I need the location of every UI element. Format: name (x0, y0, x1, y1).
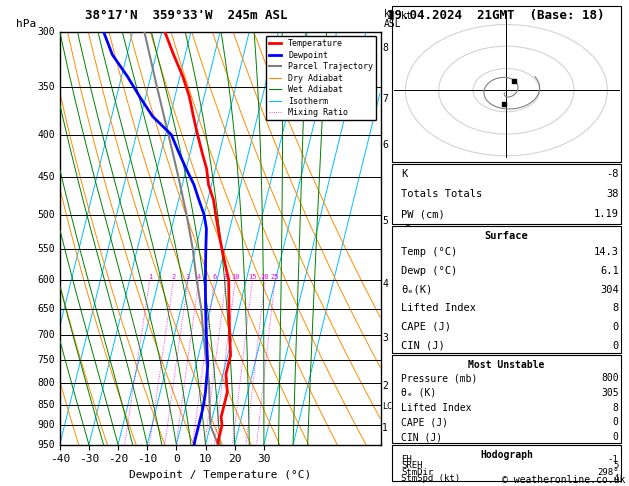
Text: 38°17'N  359°33'W  245m ASL: 38°17'N 359°33'W 245m ASL (85, 9, 287, 22)
Text: 19.04.2024  21GMT  (Base: 18): 19.04.2024 21GMT (Base: 18) (387, 9, 604, 22)
Text: Surface: Surface (484, 231, 528, 241)
Text: EH: EH (401, 455, 412, 464)
Text: 8: 8 (382, 43, 388, 53)
Text: 38: 38 (606, 189, 619, 199)
Legend: Temperature, Dewpoint, Parcel Trajectory, Dry Adiabat, Wet Adiabat, Isotherm, Mi: Temperature, Dewpoint, Parcel Trajectory… (265, 36, 376, 121)
Text: 500: 500 (37, 209, 55, 220)
Text: 7: 7 (382, 94, 388, 104)
Text: 750: 750 (37, 355, 55, 365)
Text: 1.19: 1.19 (594, 209, 619, 219)
Text: 600: 600 (37, 275, 55, 285)
Text: 3: 3 (382, 333, 388, 343)
Text: 850: 850 (37, 400, 55, 410)
Bar (392, 226, 621, 352)
Text: -8: -8 (606, 169, 619, 179)
Text: 0: 0 (613, 417, 619, 427)
Text: 300: 300 (37, 27, 55, 36)
Text: CAPE (J): CAPE (J) (401, 322, 451, 332)
Text: 2: 2 (171, 274, 175, 280)
Text: km
ASL: km ASL (384, 9, 401, 29)
Text: θₑ(K): θₑ(K) (401, 285, 432, 295)
Text: Totals Totals: Totals Totals (401, 189, 482, 199)
Text: 25: 25 (271, 274, 279, 280)
Text: SREH: SREH (401, 461, 423, 470)
Text: 1: 1 (148, 274, 152, 280)
Text: -1: -1 (608, 455, 619, 464)
Text: 700: 700 (37, 330, 55, 340)
Text: Pressure (mb): Pressure (mb) (401, 373, 477, 383)
Text: 800: 800 (37, 378, 55, 388)
Text: 950: 950 (37, 440, 55, 450)
Text: 6: 6 (213, 274, 216, 280)
Text: Lifted Index: Lifted Index (401, 303, 476, 313)
Text: 5: 5 (382, 216, 388, 226)
Bar (392, 445, 621, 481)
Text: PW (cm): PW (cm) (401, 209, 445, 219)
Text: Mixing Ratio (g/kg): Mixing Ratio (g/kg) (404, 182, 415, 294)
Text: 10: 10 (231, 274, 240, 280)
Text: 0: 0 (613, 432, 619, 442)
Text: StmDir: StmDir (401, 468, 433, 477)
Text: hPa: hPa (16, 19, 36, 29)
Text: 0: 0 (613, 322, 619, 332)
Text: 400: 400 (37, 130, 55, 139)
Text: Dewp (°C): Dewp (°C) (401, 266, 457, 276)
Text: Lifted Index: Lifted Index (401, 402, 472, 413)
Text: 0: 0 (613, 341, 619, 350)
Text: StmSpd (kt): StmSpd (kt) (401, 474, 460, 483)
Text: CAPE (J): CAPE (J) (401, 417, 448, 427)
Text: 15: 15 (248, 274, 257, 280)
Text: θₑ (K): θₑ (K) (401, 388, 437, 398)
Text: 450: 450 (37, 172, 55, 182)
Text: 298°: 298° (597, 468, 619, 477)
Text: LCL: LCL (382, 401, 397, 411)
Text: Hodograph: Hodograph (480, 450, 533, 460)
Text: 4: 4 (613, 474, 619, 483)
Text: CIN (J): CIN (J) (401, 341, 445, 350)
Text: 350: 350 (37, 82, 55, 92)
Text: 14.3: 14.3 (594, 247, 619, 257)
Text: 4: 4 (197, 274, 201, 280)
Text: 6: 6 (382, 140, 388, 150)
Text: 900: 900 (37, 420, 55, 430)
Text: 650: 650 (37, 304, 55, 313)
Text: 20: 20 (261, 274, 269, 280)
Text: 4: 4 (382, 279, 388, 289)
Text: 5: 5 (613, 461, 619, 470)
Text: kt: kt (401, 11, 413, 20)
Text: 8: 8 (613, 402, 619, 413)
Text: 304: 304 (600, 285, 619, 295)
Text: 6.1: 6.1 (600, 266, 619, 276)
Text: 1: 1 (382, 423, 388, 433)
Text: 550: 550 (37, 244, 55, 254)
Text: 8: 8 (224, 274, 228, 280)
Bar (392, 164, 621, 224)
Text: 8: 8 (613, 303, 619, 313)
Text: © weatheronline.co.uk: © weatheronline.co.uk (503, 475, 626, 485)
Text: Temp (°C): Temp (°C) (401, 247, 457, 257)
Text: 3: 3 (186, 274, 190, 280)
Bar (392, 355, 621, 443)
Text: 800: 800 (601, 373, 619, 383)
Text: 2: 2 (382, 381, 388, 391)
Bar (392, 6, 621, 162)
X-axis label: Dewpoint / Temperature (°C): Dewpoint / Temperature (°C) (129, 470, 311, 480)
Text: Most Unstable: Most Unstable (468, 360, 545, 370)
Text: 305: 305 (601, 388, 619, 398)
Text: CIN (J): CIN (J) (401, 432, 442, 442)
Text: K: K (401, 169, 408, 179)
